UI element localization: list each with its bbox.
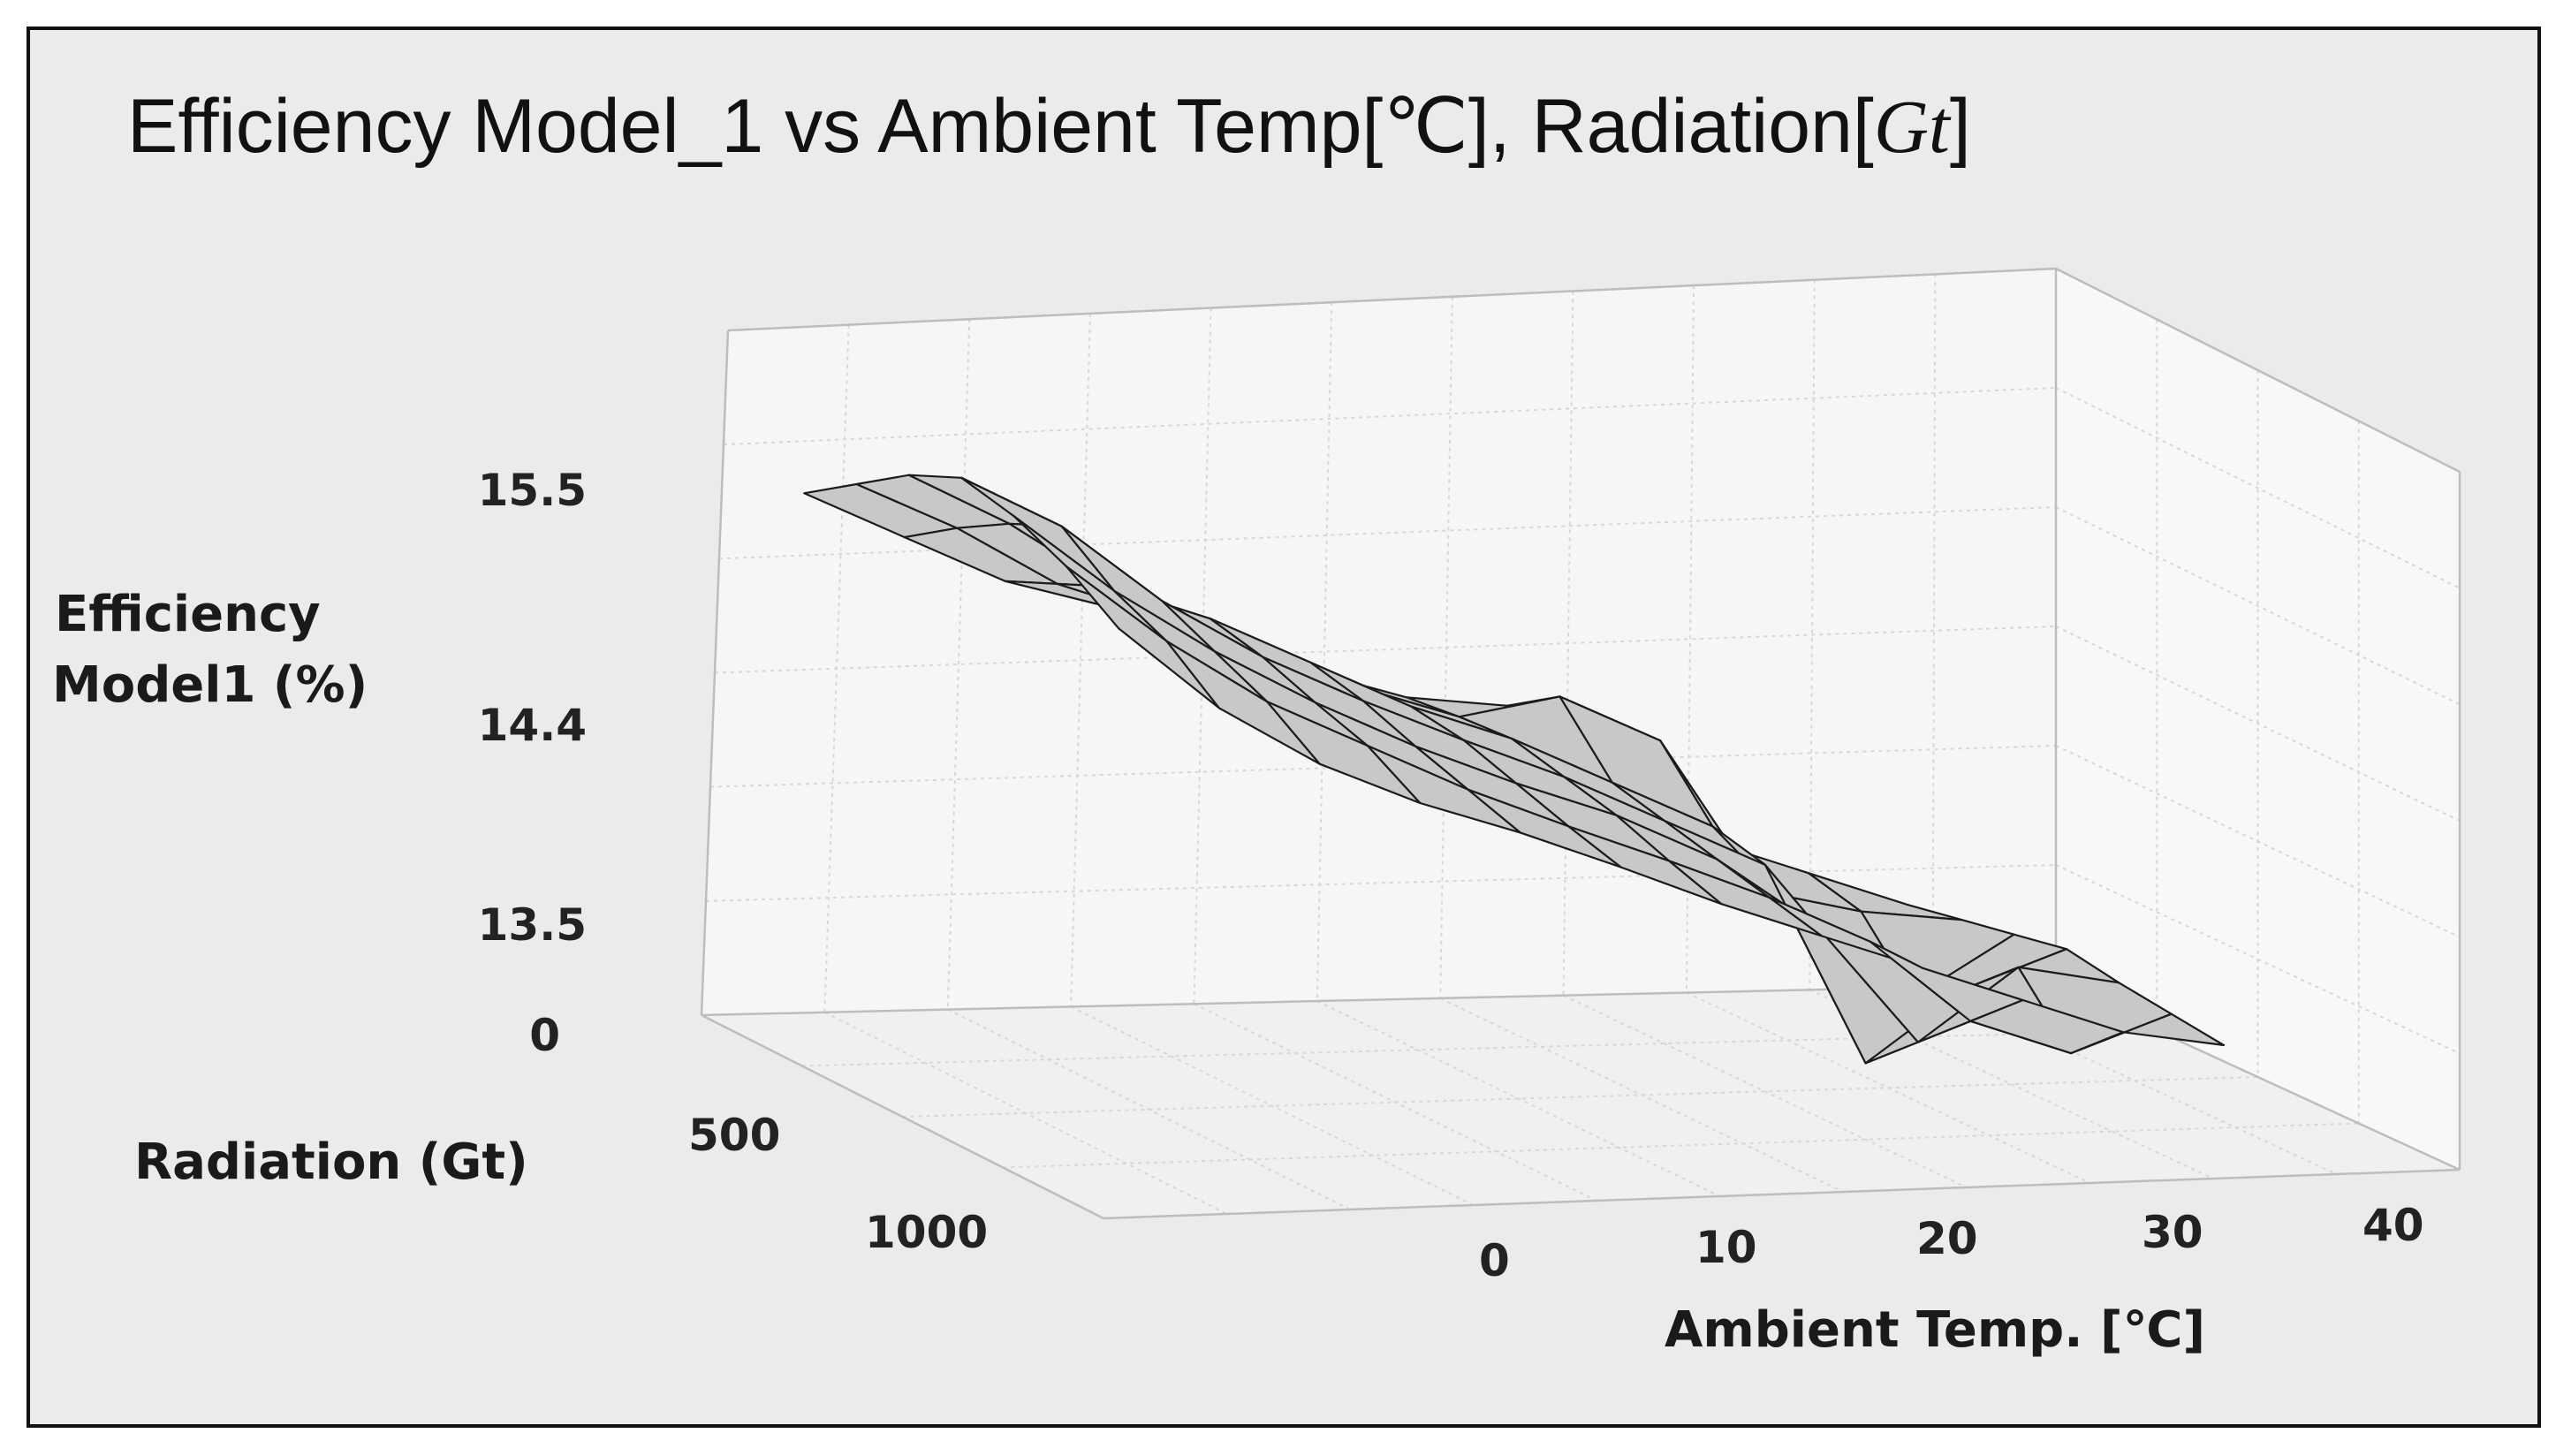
grid-line [705, 864, 2057, 902]
box-edge [700, 330, 730, 1016]
y-tick-label: 500 [688, 1110, 780, 1161]
chart-title-gt: Gt [1874, 84, 1952, 169]
grid-line [1809, 279, 1816, 990]
box-edge [701, 1013, 1104, 1220]
z-tick-label: 14.4 [478, 700, 587, 751]
chart-figure: Efficiency Model_1 vs Ambient Temp[℃], R… [27, 27, 2541, 1428]
box-edge [1103, 1168, 2461, 1220]
grid-line [1003, 1122, 2359, 1169]
grid-line [2055, 626, 2461, 822]
grid-line [2055, 864, 2461, 1055]
grid-line [714, 626, 2057, 674]
floor-pane [702, 984, 2460, 1218]
grid-line [1563, 994, 1968, 1188]
grid-line [709, 745, 2057, 788]
y-tick-label: 1000 [865, 1207, 988, 1258]
grid-line [823, 1011, 1227, 1215]
x-tick-label: 30 [2142, 1207, 2203, 1258]
z-tick-label: 15.5 [478, 465, 587, 516]
grid-line [902, 1076, 2258, 1118]
x-axis-label: Ambient Temp. [℃] [1665, 1301, 2205, 1359]
x-tick-label: 0 [1479, 1235, 1510, 1286]
grid-line [1316, 1000, 1721, 1197]
box-edge [2055, 267, 2461, 474]
x-tick-label: 40 [2362, 1200, 2424, 1251]
grid-line [2055, 745, 2461, 938]
grid-line [2055, 387, 2461, 589]
surface-mesh [803, 474, 2226, 1065]
y-axis-label: Radiation (Gt) [134, 1134, 528, 1191]
surface-mesh-cell [2069, 1012, 2226, 1055]
z-tick-label: 0 [529, 1010, 560, 1061]
surface-plot: Efficiency Model_1 vs Ambient Temp[℃], R… [52, 84, 2461, 1359]
grid-line [2055, 506, 2461, 706]
box-edge [727, 267, 2057, 332]
chart-title: Efficiency Model_1 vs Ambient Temp[℃], R… [127, 84, 1971, 169]
grid-line [946, 319, 971, 1010]
z-axis-label-line1: Efficiency [55, 586, 321, 643]
grid-line [1070, 1005, 1475, 1206]
z-tick-label: 13.5 [478, 899, 587, 951]
chart-title-close: ] [1950, 84, 1971, 169]
x-tick-label: 20 [1916, 1213, 1978, 1264]
chart-title-main: Efficiency Model_1 vs Ambient Temp[℃], R… [127, 84, 1874, 169]
x-tick-label: 10 [1695, 1222, 1757, 1273]
z-axis-label-line2: Model1 (%) [52, 656, 368, 714]
